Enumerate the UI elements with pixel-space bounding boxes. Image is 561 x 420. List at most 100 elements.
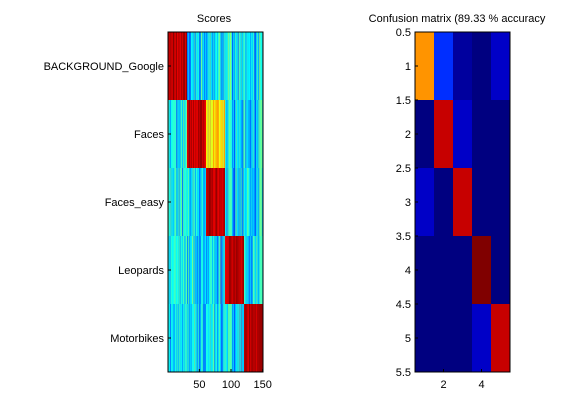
score-cell [199, 236, 201, 305]
score-cell [259, 304, 261, 373]
score-cell [196, 32, 198, 101]
score-cell [188, 236, 190, 305]
score-cell [193, 168, 195, 237]
score-cell [231, 304, 233, 373]
score-cell [204, 168, 206, 237]
confusion-cell [434, 304, 454, 373]
score-cell [178, 168, 180, 237]
score-cell [248, 304, 250, 373]
scores-row-label: Motorbikes [110, 333, 164, 345]
confusion-xtick-label: 2 [440, 379, 446, 391]
score-cell [190, 304, 192, 373]
score-cell [227, 168, 229, 237]
score-cell [251, 304, 253, 373]
score-cell [247, 304, 249, 373]
score-cell [211, 32, 213, 101]
score-cell [216, 304, 218, 373]
score-cell [223, 236, 225, 305]
score-cell [176, 304, 178, 373]
score-cell [219, 32, 221, 101]
score-cell [213, 236, 215, 305]
score-cell [217, 168, 219, 237]
score-cell [221, 100, 223, 169]
score-cell [210, 236, 212, 305]
score-cell [187, 168, 189, 237]
score-cell [232, 168, 234, 237]
score-cell [258, 32, 260, 101]
score-cell [209, 236, 211, 305]
score-cell [218, 168, 220, 237]
score-cell [192, 100, 194, 169]
score-cell [218, 236, 220, 305]
score-cell [204, 236, 206, 305]
score-cell [259, 304, 261, 373]
confusion-ytick-label: 4.5 [396, 299, 411, 311]
score-cell [193, 304, 195, 373]
score-cell [242, 304, 244, 373]
score-cell [216, 168, 218, 237]
score-cell [246, 168, 248, 237]
score-cell [210, 32, 212, 101]
score-cell [250, 100, 252, 169]
score-cell [238, 236, 240, 305]
score-cell [223, 236, 225, 305]
score-cell [176, 236, 178, 305]
score-cell [192, 304, 194, 373]
score-cell [219, 100, 221, 169]
score-cell [175, 304, 177, 373]
score-cell [178, 304, 180, 373]
score-cell [179, 236, 181, 305]
confusion-cell [415, 100, 435, 169]
score-cell [211, 304, 213, 373]
score-cell [231, 304, 233, 373]
score-cell [223, 168, 225, 237]
score-cell [190, 32, 192, 101]
confusion-cell [453, 304, 473, 373]
score-cell [206, 304, 208, 373]
score-cell [190, 100, 192, 169]
score-cell [243, 304, 245, 373]
score-cell [244, 32, 246, 101]
score-cell [253, 168, 255, 237]
score-cell [196, 168, 198, 237]
score-cell [237, 100, 239, 169]
score-cell [261, 32, 263, 101]
score-cell [211, 236, 213, 305]
score-cell [259, 168, 261, 237]
score-cell [190, 304, 192, 373]
score-cell [192, 32, 194, 101]
score-cell [245, 236, 247, 305]
score-cell [254, 32, 256, 101]
score-cell [205, 304, 207, 373]
score-cell [176, 304, 178, 373]
score-cell [204, 32, 206, 101]
score-cell [176, 100, 178, 169]
score-cell [243, 100, 245, 169]
score-cell [197, 304, 199, 373]
score-cell [222, 236, 224, 305]
scores-row-label: Faces_easy [105, 197, 165, 209]
score-cell [253, 236, 255, 305]
score-cell [194, 32, 196, 101]
score-cell [190, 168, 192, 237]
score-cell [235, 32, 237, 101]
score-cell [174, 32, 176, 101]
score-cell [232, 32, 234, 101]
score-cell [175, 32, 177, 101]
score-cell [185, 100, 187, 169]
score-cell [223, 100, 225, 169]
score-cell [229, 236, 231, 305]
score-cell [253, 32, 255, 101]
score-cell [232, 304, 234, 373]
score-cell [242, 100, 244, 169]
score-cell [240, 168, 242, 237]
score-cell [225, 304, 227, 373]
score-cell [202, 100, 204, 169]
score-cell [171, 100, 173, 169]
score-cell [260, 304, 262, 373]
score-cell [173, 236, 175, 305]
score-cell [200, 32, 202, 101]
score-cell [213, 168, 215, 237]
score-cell [195, 32, 197, 101]
score-cell [202, 304, 204, 373]
